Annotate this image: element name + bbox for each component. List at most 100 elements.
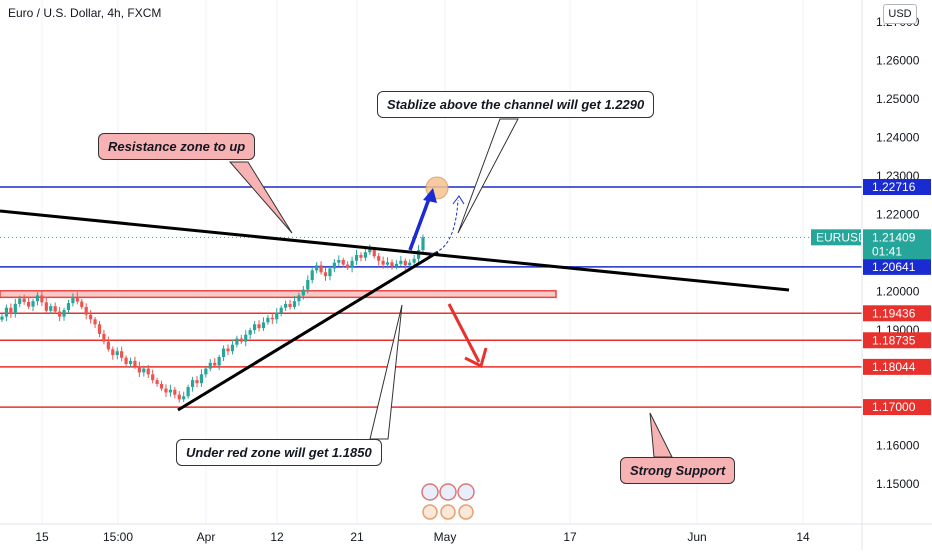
candle-body — [221, 348, 226, 358]
candle-body — [368, 249, 372, 253]
candle-body — [13, 303, 17, 314]
candle-body — [310, 270, 314, 281]
candle-body — [115, 351, 119, 356]
red-arrow-down-shaft — [447, 303, 481, 363]
candle-body — [9, 307, 13, 314]
candle-body — [124, 357, 128, 364]
candle-body — [412, 258, 416, 263]
candle-body — [102, 333, 106, 342]
candle-body — [208, 362, 212, 369]
candle-body — [120, 351, 124, 358]
candle-body — [44, 302, 48, 311]
candle-body — [159, 383, 164, 389]
candle-body — [66, 303, 71, 311]
candle-body — [58, 311, 62, 317]
x-tick-label: 21 — [350, 530, 364, 544]
x-tick-label: 12 — [270, 530, 284, 544]
candle-body — [22, 298, 26, 302]
strong-support-callout: Strong Support — [620, 457, 736, 484]
candle-body — [332, 262, 336, 269]
candle-body — [49, 306, 53, 311]
candle-body — [106, 341, 110, 350]
candle-body — [111, 349, 115, 356]
candle-body — [350, 260, 354, 268]
candle-body — [235, 338, 239, 345]
candle-body — [75, 297, 79, 302]
candle-body — [253, 324, 257, 331]
ascending-trendline — [177, 250, 439, 412]
symbol-label: EURUSD — [816, 230, 867, 244]
candle-body — [35, 295, 40, 302]
candle-body — [168, 389, 172, 393]
candle-body — [328, 268, 332, 277]
candle-body — [190, 380, 195, 388]
candle-body — [421, 237, 425, 250]
candle-body — [84, 306, 88, 315]
level-price-label: 1.19436 — [872, 306, 916, 320]
candle-body — [390, 262, 394, 267]
resistance-zone-band — [0, 290, 557, 299]
candle-body — [137, 366, 141, 373]
candle-body — [4, 307, 9, 317]
candle-body — [399, 260, 403, 264]
x-tick-label: Jun — [687, 530, 706, 544]
candle-body — [270, 317, 274, 320]
blue-curve-arrow — [429, 199, 459, 255]
countdown-label: 01:41 — [872, 244, 902, 258]
candle-body — [177, 394, 181, 400]
event-flag-icon[interactable] — [440, 504, 456, 520]
candle-body — [363, 252, 367, 258]
candle-body — [359, 254, 363, 258]
currency-selector[interactable]: USD — [883, 4, 917, 24]
event-flag-icon[interactable] — [458, 504, 474, 520]
current-price-tag — [863, 229, 931, 260]
candle-body — [266, 317, 270, 323]
x-tick-label: Apr — [197, 530, 216, 544]
y-tick-label: 1.25000 — [876, 92, 920, 106]
symbol-tag — [811, 229, 861, 246]
candle-body — [323, 272, 328, 277]
candle-body — [89, 314, 93, 320]
candle-body — [244, 334, 248, 342]
candle-body — [284, 303, 288, 308]
event-flag-icon[interactable] — [457, 483, 475, 501]
descending-trendline — [0, 209, 790, 292]
candle-body — [372, 249, 376, 257]
candle-body — [408, 262, 412, 266]
candle-body — [403, 260, 407, 266]
level-price-label: 1.17000 — [872, 400, 916, 414]
candle-body — [248, 330, 252, 335]
y-tick-label: 1.20000 — [876, 285, 920, 299]
candle-body — [297, 295, 301, 302]
event-flag-icon[interactable] — [422, 504, 438, 520]
y-tick-label: 1.22000 — [876, 208, 920, 222]
x-tick-label: May — [434, 530, 457, 544]
candle-body — [261, 322, 266, 329]
current-price-label: 1.21409 — [872, 230, 916, 244]
candle-body — [40, 295, 44, 303]
candle-body — [239, 338, 243, 342]
candle-body — [186, 387, 190, 397]
event-flag-icon[interactable] — [421, 483, 439, 501]
level-price-tag — [863, 305, 931, 322]
candle-body — [195, 380, 199, 384]
candle-body — [257, 324, 261, 329]
x-tick-label: 17 — [563, 530, 577, 544]
level-price-tag — [863, 258, 931, 275]
level-price-tag — [863, 332, 931, 349]
candle-body — [217, 357, 221, 366]
level-price-label: 1.22716 — [872, 180, 916, 194]
candle-body — [0, 316, 4, 320]
level-price-tag — [863, 179, 931, 195]
level-price-label: 1.18735 — [872, 333, 916, 347]
event-flag-icon[interactable] — [439, 483, 457, 501]
y-tick-label: 1.15000 — [876, 477, 920, 491]
candle-body — [146, 368, 150, 375]
resistance-callout-pointer — [228, 161, 293, 234]
candle-body — [213, 362, 217, 366]
candle-body — [275, 312, 279, 320]
blue-arrow-up-shaft — [408, 195, 432, 251]
candle-body — [151, 374, 155, 381]
